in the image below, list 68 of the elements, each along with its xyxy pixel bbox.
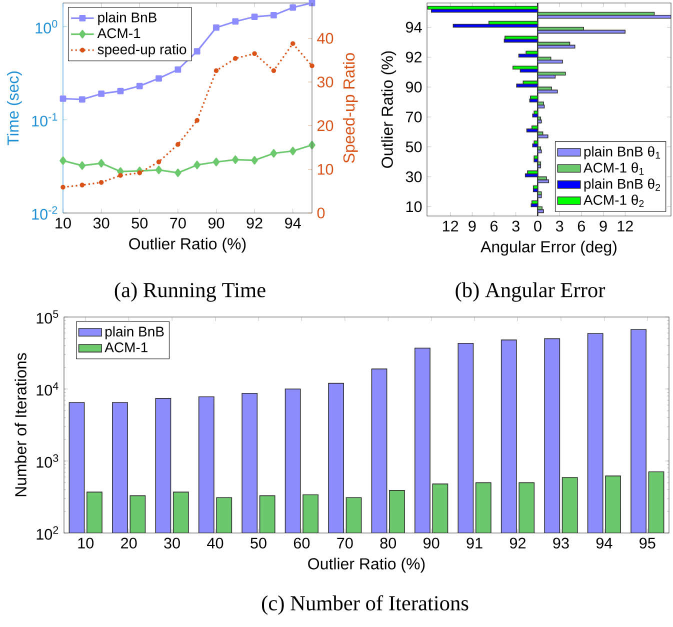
y2-axis-title: Speed-up Ratio: [342, 53, 358, 163]
x-tick-label: 90: [208, 218, 224, 229]
y-axis-title: Outlier Ratio (%): [381, 51, 396, 168]
y-tick-label: 10$^{3}$: [36, 454, 58, 468]
x-tick-label: 12: [618, 220, 633, 232]
y-tick-label: 10$^{-1}$: [32, 113, 58, 127]
x-tick-label: 92: [246, 218, 262, 229]
legend-label: ACM-1 θ$_{1}$: [583, 162, 644, 175]
legend-label: ACM-1: [104, 342, 148, 352]
y-tick-label: 10$^{2}$: [36, 526, 58, 540]
x-tick-label: 95: [640, 538, 656, 549]
y2-tick-label: 10: [318, 164, 334, 175]
y-tick-label: 90: [406, 82, 422, 92]
text: (a) Running Time: [114, 282, 266, 302]
text: (c) Number of Iterations: [262, 595, 468, 615]
y2-tick-label: 0: [317, 208, 325, 218]
y-tick-label: 10$^{4}$: [36, 382, 58, 396]
x-tick-label: 93: [553, 538, 569, 549]
text: (b) Angular Error: [456, 282, 606, 302]
x-tick-label: 60: [294, 538, 310, 549]
x-tick-label: 30: [164, 538, 180, 549]
y2-tick-label: 20: [317, 120, 334, 132]
x-tick-label: 9: [468, 220, 476, 232]
x-axis-title: Angular Error (deg): [480, 240, 616, 256]
legend-label: plain BnB θ$_{2}$: [584, 178, 660, 192]
y-tick-label: 94: [406, 22, 422, 33]
y-tick-label: 10: [406, 201, 422, 212]
x-tick-label: 30: [93, 218, 110, 229]
x-tick-label: 10: [56, 218, 71, 229]
x-tick-label: 94: [285, 218, 301, 229]
x-tick-label: 6: [578, 220, 585, 232]
legend-label: plain BnB θ$_{1}$: [584, 146, 660, 160]
x-axis-title: Outlier Ratio (%): [129, 238, 246, 253]
x-tick-label: 3: [512, 220, 520, 232]
x-tick-label: 9: [600, 220, 607, 232]
x-tick-label: 94: [596, 538, 612, 549]
y-tick-label: 70: [406, 112, 422, 122]
y-tick-label: 92: [406, 52, 422, 63]
legend-label: plain BnB: [98, 12, 156, 26]
x-tick-label: 50: [250, 538, 266, 549]
x-tick-label: 6: [490, 220, 498, 232]
x-tick-label: 70: [170, 218, 186, 229]
y-tick-label: 10$^{5}$: [36, 310, 58, 324]
legend-label: plain BnB: [106, 326, 164, 340]
legend-label: ACM-1 θ$_{2}$: [583, 194, 644, 207]
y-tick-label: 50: [406, 141, 422, 152]
x-tick-label: 91: [466, 538, 482, 549]
x-tick-label: 92: [510, 538, 526, 549]
y2-tick-label: 30: [317, 76, 334, 88]
x-tick-label: 50: [132, 218, 148, 229]
x-tick-label: 0: [534, 220, 542, 232]
y-tick-label: 10$^{0}$: [36, 20, 58, 34]
x-tick-label: 80: [380, 538, 396, 549]
y-tick-label: 30: [406, 171, 422, 182]
x-tick-label: 70: [337, 538, 353, 549]
x-axis-title: Outlier Ratio (%): [308, 558, 425, 573]
x-tick-label: 90: [424, 538, 440, 549]
x-tick-label: 40: [207, 538, 224, 549]
x-tick-label: 10: [78, 538, 94, 549]
x-tick-label: 20: [121, 538, 137, 549]
y-tick-label: 10$^{-2}$: [32, 206, 58, 220]
y-axis-title: Time (sec): [6, 72, 22, 146]
y-axis-title: Number of Iterations: [14, 353, 26, 496]
legend-label: ACM-1: [97, 28, 140, 38]
x-tick-label: 3: [556, 220, 564, 232]
legend-label: speed-up ratio: [98, 44, 186, 58]
x-tick-label: 12: [442, 220, 458, 232]
y2-tick-label: 40: [317, 32, 334, 44]
